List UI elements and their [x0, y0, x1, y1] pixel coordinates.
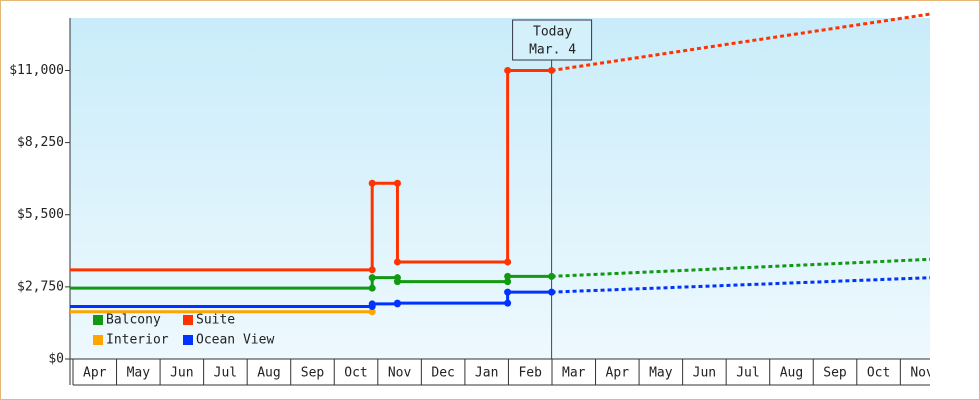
y-tick-label: $11,000	[9, 63, 64, 78]
price-point	[504, 288, 512, 296]
price-point	[368, 284, 376, 292]
price-point	[393, 278, 401, 286]
y-tick-label: $5,500	[17, 207, 64, 222]
x-tick-label: Jun	[170, 366, 193, 381]
legend-label: Ocean View	[196, 333, 274, 348]
x-tick-label: Jun	[693, 366, 716, 381]
y-tick-label: $0	[48, 352, 64, 367]
x-tick-label: Dec	[431, 366, 454, 381]
legend-swatch	[183, 315, 193, 325]
price-point	[548, 66, 556, 74]
today-label: Today	[533, 25, 572, 40]
x-tick-label: Aug	[780, 366, 803, 381]
today-date: Mar. 4	[529, 43, 576, 58]
x-tick-label: Apr	[606, 366, 630, 381]
x-tick-label: Mar	[562, 366, 586, 381]
legend-label: Balcony	[106, 313, 161, 328]
x-tick-label: Jul	[736, 366, 759, 381]
price-point	[504, 272, 512, 280]
x-tick-label: Oct	[344, 366, 367, 381]
forecast-line	[551, 276, 931, 294]
price-point	[504, 299, 512, 307]
x-tick-label: Feb	[518, 366, 542, 381]
x-tick-label: Aug	[257, 366, 280, 381]
price-point	[368, 274, 376, 282]
x-tick-label: Sep	[823, 366, 847, 381]
forecast-line	[551, 12, 931, 72]
price-point	[368, 266, 376, 274]
x-tick-label: Sep	[301, 366, 325, 381]
x-tick-label: Jan	[475, 366, 498, 381]
price-point	[368, 179, 376, 187]
price-line	[70, 68, 552, 272]
x-tick-label: Nov	[910, 366, 934, 381]
x-tick-label: Jul	[214, 366, 237, 381]
x-tick-label: Apr	[83, 366, 107, 381]
price-point	[393, 258, 401, 266]
price-point	[368, 308, 376, 316]
price-point	[393, 299, 401, 307]
legend-swatch	[93, 315, 103, 325]
price-point	[548, 272, 556, 280]
price-point	[504, 278, 512, 286]
x-tick-label: May	[127, 366, 151, 381]
y-tick-label: $8,250	[17, 135, 64, 150]
x-tick-label: May	[649, 366, 673, 381]
price-point	[504, 258, 512, 266]
legend-label: Interior	[106, 333, 169, 348]
today-box	[512, 19, 593, 61]
price-point	[368, 300, 376, 308]
forecast-line	[551, 257, 931, 278]
legend-swatch	[183, 335, 193, 345]
legend-swatch	[93, 335, 103, 345]
price-point	[548, 288, 556, 296]
y-tick-label: $2,750	[17, 279, 64, 294]
x-tick-label: Oct	[867, 366, 890, 381]
x-tick-label: Nov	[388, 366, 412, 381]
legend-label: Suite	[196, 313, 235, 328]
x-axis: Apr May Jun Jul Aug Sep Oct Nov Dec Jan Feb Mar Apr M…	[70, 358, 934, 386]
price-point	[504, 66, 512, 74]
price-point	[393, 179, 401, 187]
